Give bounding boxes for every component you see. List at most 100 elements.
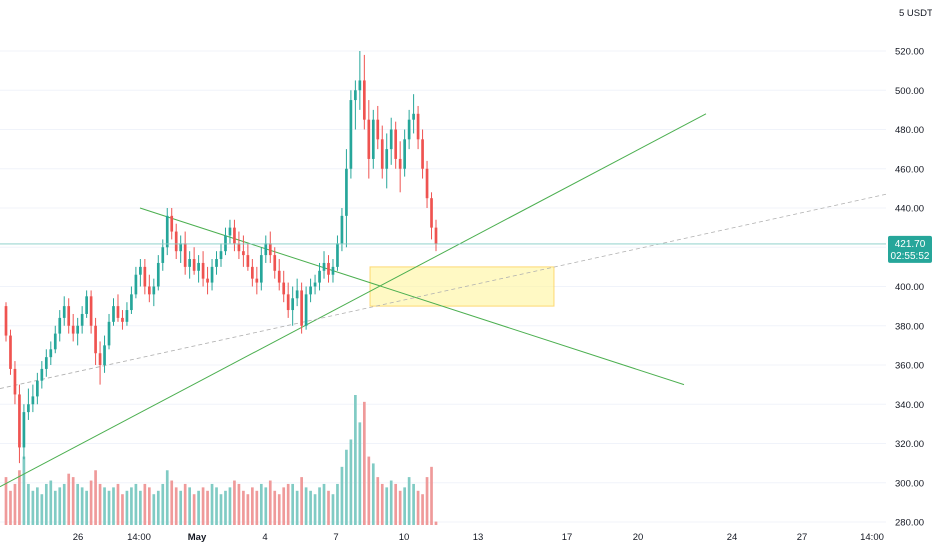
y-tick-label: 400.00 bbox=[895, 282, 924, 293]
volume-bar bbox=[85, 490, 88, 525]
volume-bar bbox=[31, 490, 35, 525]
candle-body bbox=[156, 262, 160, 287]
volume-bar bbox=[116, 483, 120, 525]
candle-body bbox=[385, 149, 389, 169]
volume-bar bbox=[282, 487, 286, 525]
x-tick-label: 14:00 bbox=[127, 532, 151, 543]
candle-body bbox=[206, 278, 209, 283]
volume-bar bbox=[58, 487, 62, 525]
candle-body bbox=[103, 345, 106, 365]
candle-body bbox=[44, 357, 48, 369]
candle-body bbox=[300, 290, 303, 326]
grid-lines bbox=[0, 50, 886, 523]
candle-body bbox=[49, 349, 53, 358]
volume-bar bbox=[170, 480, 174, 525]
candle-body bbox=[322, 262, 326, 271]
x-tick-label: 14:00 bbox=[860, 532, 884, 543]
x-tick-label: May bbox=[188, 532, 207, 543]
volume-bar bbox=[147, 487, 151, 525]
last-price-tag bbox=[888, 235, 932, 263]
candle-body bbox=[286, 294, 290, 311]
volume-bar bbox=[224, 490, 227, 525]
candle-body bbox=[58, 317, 62, 334]
candle-body bbox=[210, 266, 214, 283]
highlight-zone[interactable] bbox=[369, 266, 555, 307]
candle-body bbox=[152, 286, 156, 295]
candle-body bbox=[331, 266, 335, 275]
candle-body bbox=[268, 243, 272, 256]
candle-body bbox=[291, 298, 295, 311]
candle-body bbox=[259, 255, 263, 283]
volume-bar bbox=[107, 490, 111, 525]
volume-bar bbox=[228, 487, 232, 525]
volume-bar bbox=[125, 490, 129, 525]
volume-bar bbox=[237, 483, 241, 525]
candle-body bbox=[174, 231, 178, 252]
volume-bar bbox=[143, 483, 147, 525]
candle-body bbox=[345, 168, 348, 216]
time-axis[interactable]: 26 14:00 May 4 7 10 13 17 20 24 27 14:00 bbox=[73, 532, 884, 543]
volume-bar bbox=[318, 487, 321, 525]
candle-body bbox=[183, 243, 187, 267]
volume-bar bbox=[336, 483, 339, 525]
candle-body bbox=[215, 259, 218, 267]
candle-body bbox=[336, 243, 339, 267]
volume-bar bbox=[416, 490, 420, 525]
volume-bar bbox=[259, 483, 263, 525]
volume-bar bbox=[206, 490, 209, 525]
y-tick-label: 300.00 bbox=[895, 478, 924, 489]
candle-body bbox=[98, 353, 102, 365]
volume-bar bbox=[273, 490, 277, 525]
volume-bar bbox=[412, 483, 415, 525]
volume-bar bbox=[76, 483, 80, 525]
candle-body bbox=[380, 139, 384, 169]
volume-bar bbox=[89, 480, 93, 525]
currency-label: 5 USDT bbox=[899, 8, 932, 19]
volume-bar bbox=[331, 494, 335, 525]
candle-body bbox=[416, 113, 420, 140]
volume-bar bbox=[264, 487, 268, 525]
volume-bar bbox=[192, 494, 196, 525]
volume-bar bbox=[286, 483, 290, 525]
candle-body bbox=[354, 90, 357, 101]
volume-bar bbox=[219, 494, 223, 525]
volume-bar bbox=[291, 483, 295, 525]
candle-body bbox=[170, 215, 174, 232]
volume-bar bbox=[94, 470, 97, 525]
candle-body bbox=[192, 259, 196, 271]
volume-bar bbox=[242, 490, 245, 525]
volume-bar bbox=[40, 494, 44, 525]
volume-bar bbox=[13, 483, 17, 525]
volume-bar bbox=[197, 490, 200, 525]
candle-body bbox=[233, 227, 236, 244]
x-tick-label: 17 bbox=[562, 532, 573, 543]
candle-body bbox=[188, 259, 191, 267]
volume-bar bbox=[349, 439, 353, 525]
candle-body bbox=[85, 296, 88, 314]
candle-body bbox=[4, 306, 8, 336]
volume-bar bbox=[22, 456, 26, 525]
volume-bar bbox=[121, 494, 124, 525]
trend-lines[interactable] bbox=[0, 113, 887, 488]
volume-bar bbox=[9, 490, 12, 525]
candle-body bbox=[237, 243, 241, 252]
volume-bar bbox=[112, 487, 115, 525]
candle-body bbox=[398, 158, 402, 169]
candle-body bbox=[165, 215, 169, 248]
candle-body bbox=[318, 270, 321, 283]
volume-bar bbox=[354, 395, 357, 525]
x-tick-label: 13 bbox=[473, 532, 484, 543]
x-tick-label: 27 bbox=[797, 532, 808, 543]
candle-body bbox=[340, 215, 344, 244]
candle-body bbox=[197, 262, 200, 271]
candle-body bbox=[130, 294, 133, 311]
volume-bar bbox=[389, 480, 393, 525]
x-tick-label: 10 bbox=[399, 532, 410, 543]
candle-body bbox=[277, 270, 281, 283]
volume-bar bbox=[27, 483, 30, 525]
candle-body bbox=[147, 286, 151, 295]
volume-bar bbox=[4, 477, 8, 525]
volume-bar bbox=[53, 490, 57, 525]
